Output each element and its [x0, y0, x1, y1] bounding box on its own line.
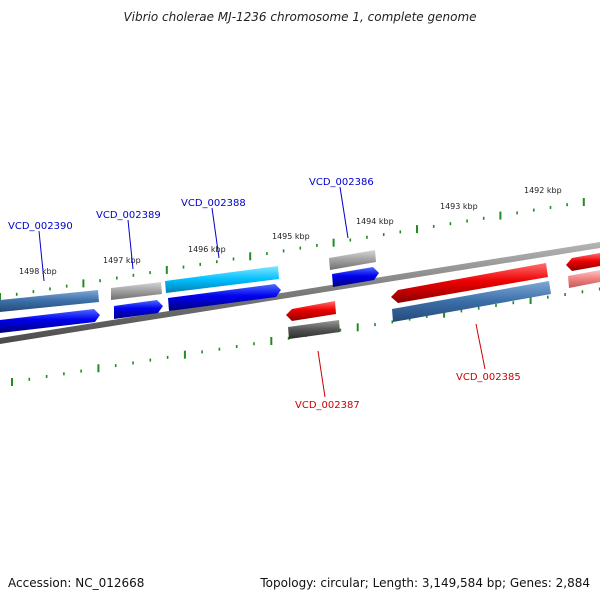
gene-right-partial-reverse[interactable]	[566, 253, 600, 271]
gene-label-VCD_002390[interactable]: VCD_002390	[8, 221, 73, 232]
gene-right-partial-cog[interactable]	[568, 270, 600, 288]
gene-label-VCD_002387[interactable]: VCD_002387	[295, 400, 360, 411]
leader-line-VCD_002388	[211, 207, 220, 259]
kbp-label: 1496 kbp	[188, 245, 226, 254]
leader-line-VCD_002390	[38, 230, 45, 282]
gene-labels: VCD_002390 VCD_002389 VCD_002388 VCD_002…	[8, 177, 521, 411]
gene-label-VCD_002386[interactable]: VCD_002386	[309, 177, 374, 188]
leader-line-VCD_002389	[127, 219, 134, 270]
gene-label-VCD_002388[interactable]: VCD_002388	[181, 198, 246, 209]
gene-VCD_002386[interactable]	[332, 267, 379, 287]
forward-outer-genes	[0, 250, 376, 312]
kbp-label: 1497 kbp	[103, 256, 141, 265]
gene-VCD_002388[interactable]	[168, 284, 281, 311]
outer-scale-ticks	[0, 198, 585, 301]
gene-VCD_002387[interactable]	[286, 301, 336, 321]
gene-VCD_002388-cog[interactable]	[165, 266, 279, 293]
genome-summary-text: Topology: circular; Length: 3,149,584 bp…	[260, 576, 590, 590]
gene-VCD_002390-cog[interactable]	[0, 290, 99, 312]
label-leader-lines	[38, 186, 486, 398]
gene-VCD_002386-cog[interactable]	[329, 250, 376, 270]
kbp-label: 1494 kbp	[356, 217, 394, 226]
kbp-label: 1498 kbp	[19, 267, 57, 276]
leader-line-VCD_002386	[339, 186, 349, 239]
map-title: Vibrio cholerae MJ-1236 chromosome 1, co…	[123, 10, 477, 24]
gene-VCD_002389-cog[interactable]	[111, 282, 162, 300]
kbp-labels: 1498 kbp 1497 kbp 1496 kbp 1495 kbp 1494…	[19, 186, 562, 276]
genome-backbone	[0, 242, 600, 344]
gene-label-VCD_002389[interactable]: VCD_002389	[96, 210, 161, 221]
gene-VCD_002385[interactable]	[391, 263, 548, 303]
reverse-outer-genes	[288, 270, 600, 339]
gene-VCD_002389[interactable]	[114, 300, 163, 319]
gene-VCD_002390[interactable]	[0, 309, 100, 333]
gene-VCD_002385-cog[interactable]	[392, 281, 551, 322]
kbp-label: 1492 kbp	[524, 186, 562, 195]
reverse-strand-genes	[286, 253, 600, 321]
gene-VCD_002387-cog[interactable]	[288, 320, 340, 339]
leader-line-VCD_002387	[317, 350, 326, 398]
kbp-label: 1495 kbp	[272, 232, 310, 241]
forward-strand-genes	[0, 267, 379, 333]
kbp-label: 1493 kbp	[440, 202, 478, 211]
gene-label-VCD_002385[interactable]: VCD_002385	[456, 372, 521, 383]
accession-text: Accession: NC_012668	[8, 576, 145, 590]
leader-line-VCD_002385	[475, 323, 486, 370]
